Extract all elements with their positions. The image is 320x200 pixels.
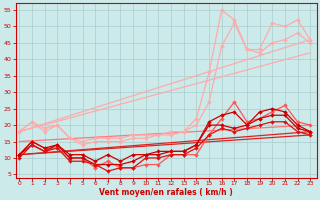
X-axis label: Vent moyen/en rafales ( km/h ): Vent moyen/en rafales ( km/h ) (99, 188, 233, 197)
